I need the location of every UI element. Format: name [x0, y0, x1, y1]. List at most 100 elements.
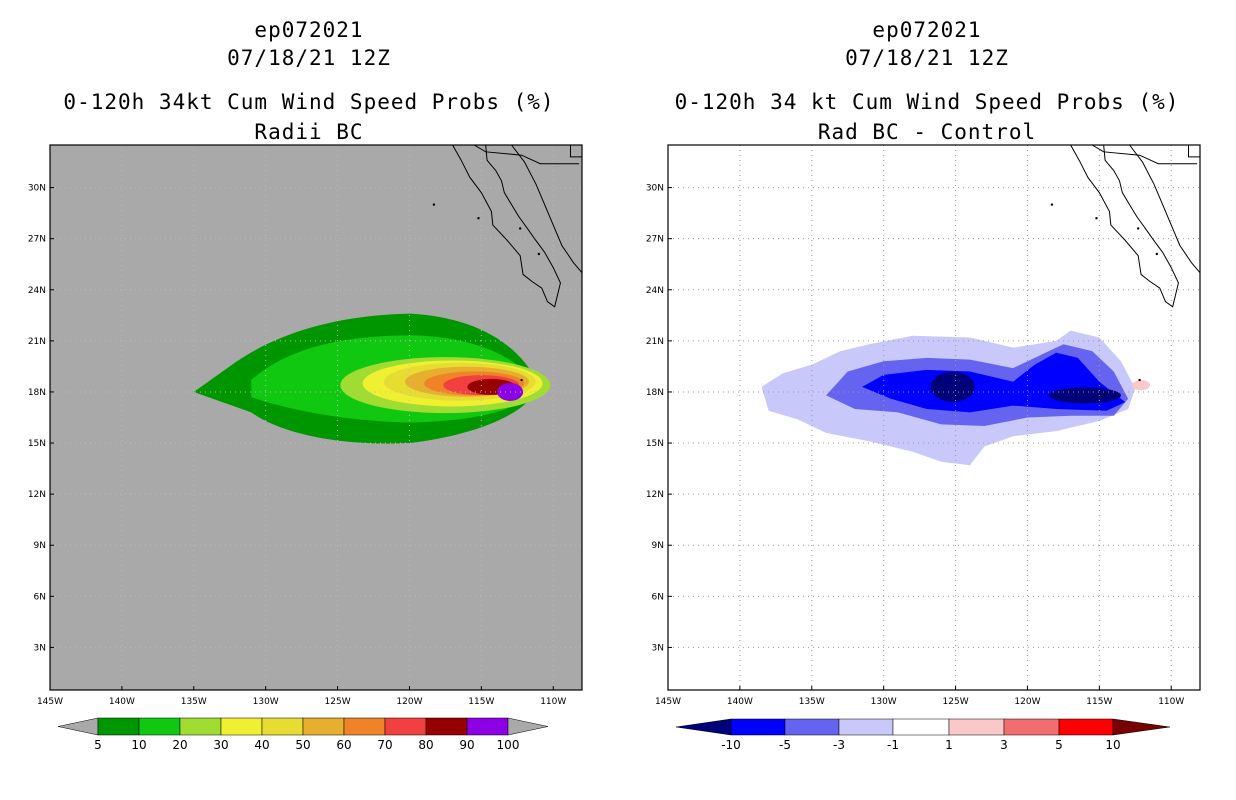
colorbar-label: 30: [213, 738, 228, 752]
left-map-svg: 145W 140W 135W 130W 125W 120W 115W 110W 30N 27N 24…: [28, 144, 583, 752]
island: [1095, 217, 1098, 220]
left-title-product: 0-120h 34kt Cum Wind Speed Probs (%): [63, 90, 555, 114]
colorbar-label: 5: [1055, 738, 1063, 752]
colorbar-swatch: [138, 717, 181, 736]
colorbar-label: 90: [459, 738, 474, 752]
y-tick-label: 15N: [646, 439, 664, 449]
island: [432, 203, 436, 206]
x-tick-label: 130W: [871, 697, 897, 707]
plot-frame: [49, 144, 583, 691]
island: [1138, 378, 1141, 382]
colorbar-label: 80: [418, 738, 433, 752]
y-tick-label: 6N: [34, 592, 46, 602]
colorbar-label: -3: [833, 738, 845, 752]
colorbar-swatch: [838, 718, 894, 736]
colorbar-right-arrow: [1112, 718, 1171, 736]
right-title-product: 0-120h 34 kt Cum Wind Speed Probs (%): [674, 90, 1180, 114]
island: [518, 227, 522, 230]
contour-plus1: [1132, 380, 1151, 391]
right-title-date: 07/18/21 12Z: [845, 46, 1009, 70]
island: [477, 217, 480, 220]
colorbar-swatch: [261, 717, 304, 736]
colorbar-swatch: [343, 717, 386, 736]
colorbar-swatch: [1058, 718, 1114, 736]
y-tick-label: 15N: [28, 439, 46, 449]
colorbar-label: 20: [172, 738, 187, 752]
y-tick-label: 24N: [28, 286, 46, 296]
right-map-svg: 145W 140W 135W 130W 125W 120W 115W 110W 30N 27N 24…: [646, 144, 1201, 752]
y-tick-label: 3N: [34, 643, 46, 653]
y-tick-label: 27N: [28, 235, 46, 245]
colorbar-label: 70: [377, 738, 392, 752]
x-tick-label: 145W: [655, 697, 681, 707]
x-tick-label: 135W: [799, 697, 825, 707]
left-title-storm: ep072021: [254, 18, 364, 42]
colorbar-swatch: [97, 717, 140, 736]
y-tick-label: 9N: [34, 541, 46, 551]
x-tick-label: 115W: [1086, 697, 1112, 707]
coastline-baja: [452, 144, 561, 308]
colorbar-swatch: [1003, 718, 1060, 736]
right-title-storm: ep072021: [872, 18, 982, 42]
x-tick-label: 120W: [1014, 697, 1040, 707]
y-tick-label: 9N: [652, 541, 664, 551]
x-tick-label: 115W: [468, 697, 494, 707]
colorbar-swatch: [730, 718, 786, 736]
coastline-mexico: [1129, 144, 1201, 274]
y-tick-label: 18N: [646, 388, 664, 398]
y-tick-label: 30N: [646, 184, 664, 194]
colorbar-swatch: [466, 717, 509, 736]
colorbar-swatch: [425, 717, 468, 736]
right-title-subtitle: Rad BC - Control: [817, 120, 1037, 144]
y-tick-label: 24N: [646, 286, 664, 296]
y-tick-label: 30N: [28, 184, 46, 194]
left-title-date: 07/18/21 12Z: [227, 46, 391, 70]
x-tick-label: 110W: [1158, 697, 1184, 707]
colorbar-label: 5: [94, 738, 102, 752]
island: [520, 378, 523, 382]
x-tick-label: 120W: [396, 697, 422, 707]
x-tick-label: 110W: [540, 697, 566, 707]
colorbar-label: -5: [779, 738, 791, 752]
x-tick-label: 140W: [109, 697, 135, 707]
colorbar-swatch: [384, 717, 427, 736]
colorbar-swatch: [179, 717, 222, 736]
y-tick-label: 21N: [646, 337, 664, 347]
colorbar-label: 60: [336, 738, 351, 752]
plot-frame: [667, 144, 1201, 691]
colorbar-swatch: [892, 718, 950, 736]
colorbar-swatch: [784, 718, 840, 736]
colorbar-swatch: [220, 717, 263, 736]
y-tick-label: 12N: [646, 490, 664, 500]
colorbar-label: 1: [945, 738, 953, 752]
coastline-mexico: [511, 144, 583, 274]
coastline-baja: [1070, 144, 1179, 308]
y-tick-label: 27N: [646, 235, 664, 245]
colorbar-label: 40: [254, 738, 269, 752]
colorbar-label: -10: [721, 738, 741, 752]
colorbar-label: 10: [131, 738, 146, 752]
y-tick-label: 21N: [28, 337, 46, 347]
colorbar-label: -1: [887, 738, 899, 752]
island: [1155, 252, 1159, 256]
left-title-subtitle: Radii BC: [254, 120, 364, 144]
colorbar-label: 50: [295, 738, 310, 752]
state-border: [569, 145, 582, 158]
x-tick-label: 130W: [253, 697, 279, 707]
us-mexico-border: [473, 144, 580, 165]
state-border: [1187, 145, 1200, 158]
contour-minus10-east: [1048, 387, 1121, 404]
x-tick-label: 140W: [727, 697, 753, 707]
island: [1136, 227, 1140, 230]
x-tick-label: 135W: [181, 697, 207, 707]
colorbar-left-arrow: [675, 718, 732, 736]
colorbar-label: 3: [1000, 738, 1008, 752]
y-tick-label: 6N: [652, 592, 664, 602]
colorbar-swatch: [948, 718, 1005, 736]
x-tick-label: 125W: [325, 697, 351, 707]
contour-minus10-west: [930, 371, 975, 402]
colorbar-label: 100: [497, 738, 520, 752]
colorbar-swatch: [302, 717, 345, 736]
left-panel: ep072021 07/18/21 12Z 0-120h 34kt Cum Wi…: [28, 18, 583, 752]
y-tick-label: 3N: [652, 643, 664, 653]
